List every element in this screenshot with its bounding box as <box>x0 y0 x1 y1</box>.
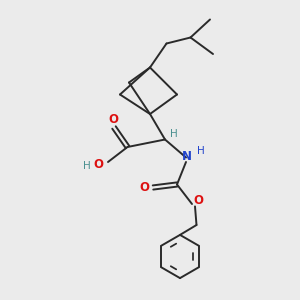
Text: O: O <box>140 181 150 194</box>
Text: H: H <box>82 160 90 171</box>
Text: H: H <box>169 129 177 139</box>
Text: H: H <box>196 146 204 157</box>
Text: O: O <box>108 112 118 126</box>
Text: O: O <box>93 158 103 171</box>
Text: N: N <box>182 149 192 163</box>
Text: O: O <box>194 194 204 208</box>
